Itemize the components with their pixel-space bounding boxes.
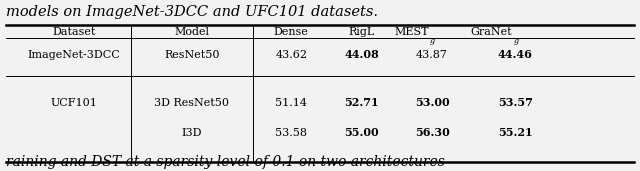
Text: Dense: Dense <box>274 27 308 37</box>
Text: ResNet50: ResNet50 <box>164 50 220 60</box>
Text: 43.87: 43.87 <box>416 50 448 60</box>
Text: g: g <box>513 37 518 45</box>
Text: 53.58: 53.58 <box>275 128 307 137</box>
Text: 56.30: 56.30 <box>415 127 449 138</box>
Text: Dataset: Dataset <box>52 27 95 37</box>
Text: GraNet: GraNet <box>470 27 512 37</box>
Text: 55.21: 55.21 <box>498 127 532 138</box>
Text: ImageNet-3DCC: ImageNet-3DCC <box>28 50 120 60</box>
Text: 43.62: 43.62 <box>275 50 307 60</box>
Text: 51.14: 51.14 <box>275 98 307 108</box>
Text: UCF101: UCF101 <box>50 98 97 108</box>
Text: 44.46: 44.46 <box>498 49 532 60</box>
Text: 55.00: 55.00 <box>344 127 379 138</box>
Text: g: g <box>430 37 435 45</box>
Text: MEST: MEST <box>394 27 429 37</box>
Text: Model: Model <box>175 27 209 37</box>
Text: RigL: RigL <box>348 27 375 37</box>
Text: raining and DST at a sparsity level of 0.1 on two architectures: raining and DST at a sparsity level of 0… <box>6 155 445 169</box>
Text: 53.00: 53.00 <box>415 97 449 108</box>
Text: models on ImageNet-3DCC and UFC101 datasets.: models on ImageNet-3DCC and UFC101 datas… <box>6 5 378 19</box>
Text: I3D: I3D <box>182 128 202 137</box>
Text: 53.57: 53.57 <box>498 97 532 108</box>
Text: 52.71: 52.71 <box>344 97 379 108</box>
Text: 44.08: 44.08 <box>344 49 379 60</box>
Text: 3D ResNet50: 3D ResNet50 <box>154 98 230 108</box>
